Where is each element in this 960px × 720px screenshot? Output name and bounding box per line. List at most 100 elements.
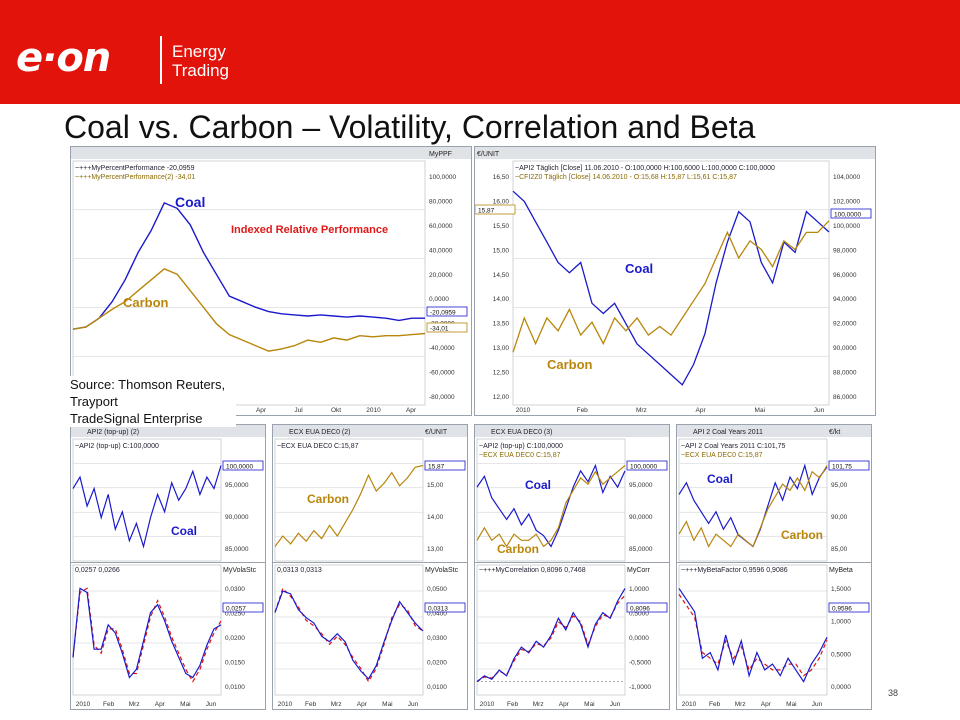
brand-line-2: Trading [172, 61, 230, 80]
y-tick-label: 90,0000 [629, 514, 653, 521]
x-tick-label: Feb [103, 701, 115, 708]
y-tick-label: 80,0000 [429, 198, 453, 205]
source-line-2: Trayport [70, 394, 118, 409]
y-tick-label: 14,00 [493, 296, 510, 303]
legend-entry: 0,0313 0,0313 [277, 567, 322, 574]
series-line-dashed [678, 593, 828, 677]
y-tick-label: 98,0000 [833, 247, 857, 254]
y-tick-label: -40,0000 [429, 345, 455, 352]
y-tick-label: 85,00 [831, 546, 848, 553]
chart-svg-api2-top-up: API2 (top-up) (2) ~API2 (top-up) C:100,00… [71, 425, 265, 562]
series-line-carbon [512, 220, 830, 353]
x-tick-label: Apr [559, 701, 570, 708]
chart-svg-relative-performance: ~+++MyPercentPerformance -20,0959 ~+++MyP… [71, 147, 471, 414]
y-tick-label: 95,00 [831, 482, 848, 489]
series-label-coal: Coal [707, 472, 733, 486]
y-tick-label: 94,0000 [833, 296, 857, 303]
y-tick-label: 0,0200 [225, 635, 245, 642]
y-tick-label: -1,0000 [629, 684, 651, 691]
last-value-box [475, 204, 516, 215]
axis-unit-label: MyVolaStc [425, 567, 459, 574]
series-line-solid [274, 590, 424, 680]
chart-svg-volatility-coal: 0,0257 0,0266 MyVolaStc 0,0300 0,0250 0,0200… [72, 564, 264, 708]
y-tick-label: 92,0000 [833, 321, 857, 328]
series-label-carbon: Carbon [781, 528, 823, 542]
plot-area [678, 564, 828, 696]
chart-svg-correlation: ~+++MyCorrelation 0,8096 0,7468 MyCorr 1,0… [476, 564, 668, 708]
last-value-label: 101,75 [832, 464, 852, 471]
legend-entry: 0,0257 0,0266 [75, 567, 120, 574]
series-label-carbon: Carbon [547, 357, 593, 372]
y-tick-label: -60,0000 [429, 370, 455, 377]
series-label-coal: Coal [625, 261, 653, 276]
legend-entry: ~+++MyBetaFactor 0,9596 0,9086 [681, 567, 788, 574]
x-tick-label: Apr [256, 407, 267, 414]
y-tick-label: 0,0200 [427, 660, 447, 667]
y-tick-label: 0,5000 [629, 611, 649, 618]
y-tick-label: 13,00 [427, 546, 444, 553]
y-tick-label: 15,00 [427, 482, 444, 489]
series-line-coal [512, 190, 830, 386]
brand-name: Energy Trading [172, 42, 229, 80]
brand-header-bar: e·on Energy Trading [0, 0, 960, 104]
y-tick-label: 16,50 [493, 174, 510, 181]
x-tick-label: Mrz [636, 407, 647, 414]
chart-correlation: ~+++MyCorrelation 0,8096 0,7468 MyCorr 1,0… [474, 562, 670, 710]
series-line-solid [72, 587, 222, 679]
last-value-box [424, 460, 466, 471]
last-value-box [626, 602, 668, 613]
chart-beta-factor: ~+++MyBetaFactor 0,9596 0,9086 MyBeta 1,50… [676, 562, 872, 710]
brand-line-1: Energy [172, 42, 226, 61]
y-tick-label: 0,0300 [225, 586, 245, 593]
y-tick-label: 0,5000 [831, 651, 851, 658]
chart-volatility-carbon: 0,0313 0,0313 MyVolaStc 0,0500 0,0400 0,0300… [272, 562, 468, 710]
chart-tab-label: ECX EUA DEC0 (3) [491, 429, 552, 436]
last-value-box [222, 460, 264, 471]
y-tick-label: 90,0000 [833, 345, 857, 352]
last-value-label: 0,8096 [630, 606, 650, 613]
y-tick-label: 102,0000 [833, 198, 860, 205]
y-tick-label: 0,0000 [831, 684, 851, 691]
axis-unit-label: MyPPF [429, 151, 452, 158]
x-tick-label: 2010 [516, 407, 531, 414]
legend-entry: ~ECX EUA DEC0 C:15,87 [277, 443, 359, 450]
x-tick-label: Feb [709, 701, 721, 708]
x-tick-label: 2010 [278, 701, 293, 708]
plot-area [72, 160, 426, 406]
plot-area [476, 564, 626, 696]
plot-area [72, 564, 222, 696]
x-tick-label: Mai [755, 407, 765, 414]
y-tick-label: 0,0100 [225, 684, 245, 691]
last-value-label: 0,0313 [428, 606, 448, 613]
x-tick-label: Jun [408, 701, 419, 708]
legend-entry: ~API2 (top-up) C:100,0000 [479, 443, 563, 450]
plot-area [678, 438, 828, 562]
y-tick-label: 88,0000 [833, 370, 857, 377]
y-tick-label: 0,0000 [429, 296, 449, 303]
y-tick-label: 90,0000 [225, 514, 249, 521]
y-tick-label: 14,50 [493, 272, 510, 279]
chart-tab-label: API 2 Coal Years 2011 [693, 429, 763, 436]
legend-entry: ~+++MyCorrelation 0,8096 0,7468 [479, 567, 586, 574]
plot-area [72, 438, 222, 562]
y-tick-label: 85,0000 [629, 546, 653, 553]
legend-entry: ~API2 Täglich [Close] 11.06.2010 - O:100… [515, 165, 775, 172]
chart-svg-volatility-carbon: 0,0313 0,0313 MyVolaStc 0,0500 0,0400 0,0300… [274, 564, 466, 708]
y-tick-label: 16,00 [493, 198, 510, 205]
last-value-box [828, 460, 870, 471]
y-tick-label: -80,0000 [429, 394, 455, 401]
series-line-carbon [678, 465, 828, 548]
chart-tab-label: API2 (top-up) (2) [87, 429, 139, 436]
y-tick-label: 13,00 [493, 345, 510, 352]
last-value-label: 0,9596 [832, 606, 852, 613]
last-value-box [626, 460, 668, 471]
chart-title-bar [71, 147, 471, 159]
chart-coal-carbon-prices: ~API2 Täglich [Close] 11.06.2010 - O:100… [474, 146, 876, 416]
x-tick-label: Mrz [735, 701, 746, 708]
source-line-1: Source: Thomson Reuters, [70, 377, 226, 392]
y-tick-label: 95,0000 [225, 482, 249, 489]
x-tick-label: Jun [610, 701, 621, 708]
y-tick-label: 100,0000 [429, 174, 456, 181]
last-value-label: 0,0257 [226, 606, 246, 613]
y-tick-label: 1,0000 [629, 586, 649, 593]
